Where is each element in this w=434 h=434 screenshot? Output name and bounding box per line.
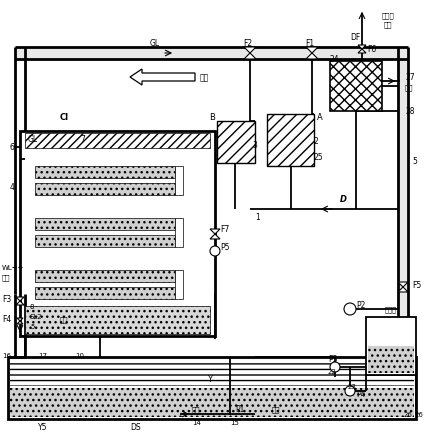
Bar: [25, 306, 210, 334]
Text: 2: 2: [314, 137, 319, 146]
Text: GL: GL: [28, 135, 38, 144]
Circle shape: [344, 303, 356, 315]
Bar: [35, 236, 175, 247]
Polygon shape: [210, 234, 220, 240]
Text: 不凝性: 不凝性: [382, 13, 395, 19]
Text: 26: 26: [404, 411, 413, 417]
Text: 蒸汽: 蒸汽: [200, 73, 209, 82]
Bar: [25, 134, 210, 149]
Bar: [398, 48, 408, 389]
Text: F4: F4: [2, 315, 11, 324]
Polygon shape: [398, 287, 408, 293]
Text: 28: 28: [405, 107, 414, 116]
Text: 10: 10: [75, 352, 84, 358]
Bar: [175, 270, 183, 299]
Polygon shape: [244, 54, 256, 60]
Bar: [368, 346, 414, 373]
Text: P3: P3: [328, 355, 338, 364]
Text: P1: P1: [235, 404, 244, 414]
Text: 海水: 海水: [405, 85, 414, 91]
Polygon shape: [17, 318, 23, 321]
Text: 6: 6: [10, 143, 15, 152]
Text: D: D: [340, 195, 347, 204]
Bar: [35, 167, 175, 178]
Text: Y: Y: [207, 375, 213, 384]
Text: 26: 26: [415, 411, 424, 417]
Polygon shape: [17, 321, 23, 324]
Text: Y5: Y5: [38, 423, 47, 431]
Text: P2: P2: [356, 301, 365, 310]
Text: 25: 25: [314, 153, 324, 162]
Text: F5: F5: [412, 280, 421, 289]
Text: WL: WL: [2, 264, 13, 270]
Text: F2: F2: [243, 39, 253, 47]
Text: 24: 24: [330, 56, 340, 64]
Bar: [10, 359, 414, 386]
Polygon shape: [358, 50, 366, 54]
Text: SL2: SL2: [30, 313, 43, 319]
Text: 4: 4: [10, 183, 15, 192]
Text: 气体: 气体: [384, 22, 392, 28]
Text: DS: DS: [130, 423, 141, 431]
Bar: [35, 270, 175, 283]
Bar: [175, 218, 183, 247]
Bar: [366, 317, 416, 375]
Circle shape: [345, 386, 355, 396]
Text: 5: 5: [412, 157, 417, 166]
Text: F7: F7: [220, 225, 229, 234]
Polygon shape: [16, 297, 24, 301]
Text: 16: 16: [2, 352, 11, 358]
Bar: [10, 388, 414, 417]
Text: 1: 1: [255, 213, 260, 222]
Bar: [35, 184, 175, 196]
Text: 5: 5: [30, 323, 34, 329]
Circle shape: [330, 362, 340, 372]
Text: F1: F1: [306, 39, 315, 47]
Polygon shape: [306, 48, 318, 54]
Bar: [330, 62, 382, 112]
Text: 淡水: 淡水: [60, 316, 69, 322]
Text: 盐水: 盐水: [272, 406, 280, 412]
Polygon shape: [244, 48, 256, 54]
Polygon shape: [398, 283, 408, 287]
Text: 22: 22: [328, 368, 337, 374]
Text: 14: 14: [192, 419, 201, 425]
Text: 3: 3: [252, 140, 257, 149]
Polygon shape: [130, 70, 195, 86]
Text: 15: 15: [230, 419, 239, 425]
Text: B: B: [209, 113, 215, 122]
Text: 23: 23: [348, 383, 357, 389]
Text: F6: F6: [367, 46, 376, 54]
Text: 27: 27: [405, 73, 414, 82]
Text: GL: GL: [150, 39, 160, 47]
Text: 海水: 海水: [192, 406, 201, 412]
Text: P4: P4: [356, 390, 365, 398]
Text: A: A: [317, 113, 323, 122]
Bar: [8, 357, 416, 419]
Circle shape: [210, 247, 220, 256]
Bar: [217, 122, 255, 164]
Text: DF: DF: [350, 33, 360, 43]
Polygon shape: [358, 46, 366, 50]
Text: CI: CI: [60, 112, 69, 121]
Text: 海水: 海水: [2, 274, 10, 281]
Text: P5: P5: [220, 243, 230, 252]
Text: 17: 17: [38, 352, 47, 358]
Text: F3: F3: [2, 294, 11, 303]
Bar: [15, 48, 408, 60]
Polygon shape: [16, 301, 24, 305]
Bar: [175, 167, 183, 196]
Bar: [35, 218, 175, 230]
Text: 8: 8: [30, 303, 34, 309]
Bar: [35, 287, 175, 299]
Text: 淡水源: 淡水源: [385, 306, 397, 312]
Polygon shape: [210, 230, 220, 234]
Bar: [267, 115, 314, 167]
Bar: [20, 132, 215, 336]
Polygon shape: [306, 54, 318, 60]
Text: 7: 7: [80, 135, 85, 144]
